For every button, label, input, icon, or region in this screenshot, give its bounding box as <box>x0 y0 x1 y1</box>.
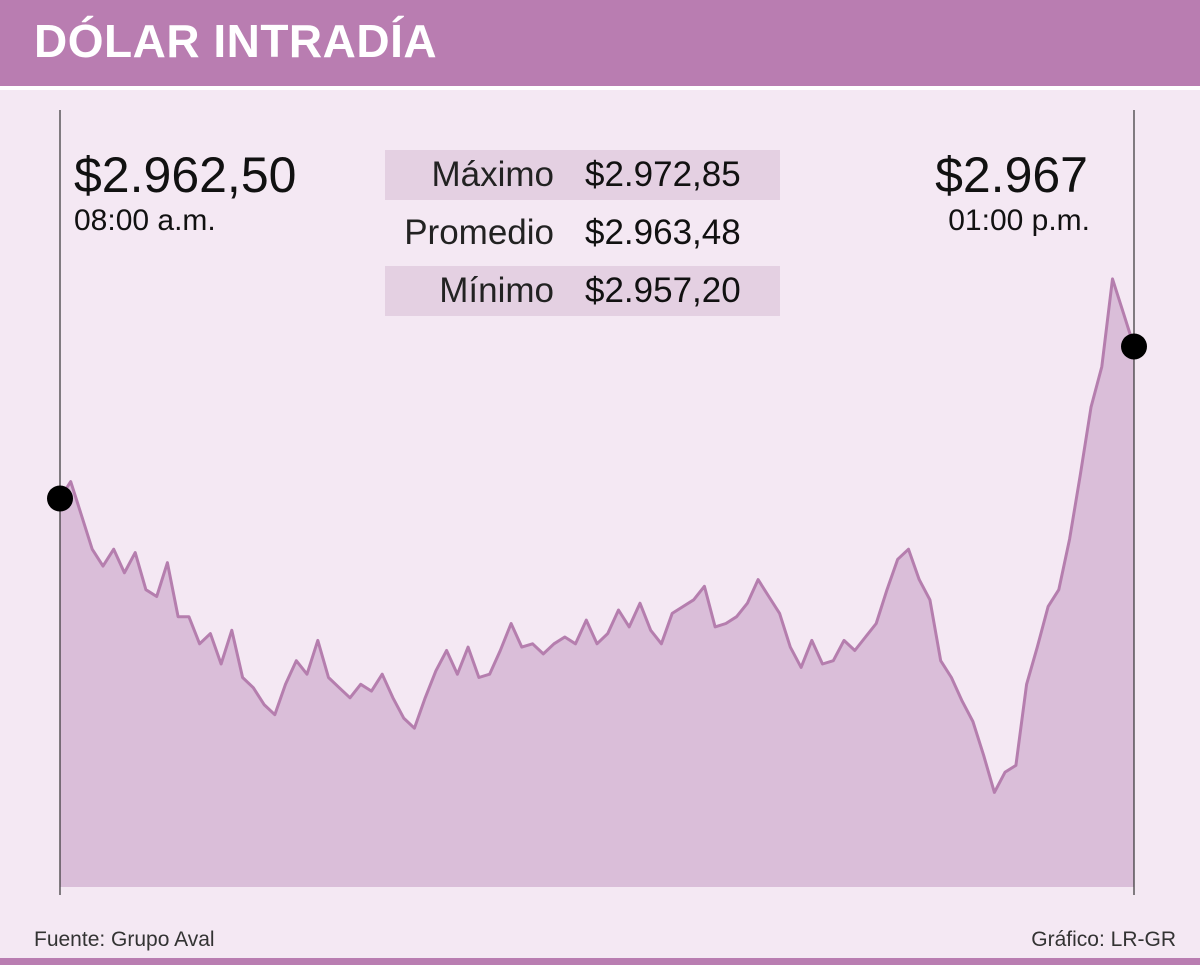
header-bar: DÓLAR INTRADÍA <box>0 0 1200 86</box>
stat-row-promedio: Promedio $2.963,48 <box>385 208 780 258</box>
chart-plot-area <box>47 110 1147 895</box>
stat-label: Mínimo <box>439 271 554 310</box>
stat-value: $2.972,85 <box>585 155 741 194</box>
opening-price-marker <box>47 485 73 512</box>
stat-row-maximo: Máximo $2.972,85 <box>385 150 780 200</box>
stat-value: $2.963,48 <box>585 213 741 252</box>
bottom-bar <box>0 958 1200 965</box>
graphic-credit: Gráfico: LR-GR <box>1031 928 1176 951</box>
stat-row-minimo: Mínimo $2.957,20 <box>385 266 780 316</box>
closing-time: 01:00 p.m. <box>948 204 1090 237</box>
stat-label: Máximo <box>431 155 554 194</box>
opening-price: $2.962,50 <box>74 147 297 203</box>
stat-label: Promedio <box>404 213 554 252</box>
header-divider <box>0 86 1200 90</box>
stats-table: Máximo $2.972,85 Promedio $2.963,48 Míni… <box>385 150 780 324</box>
series-line <box>58 277 1136 794</box>
series-area <box>60 278 1134 887</box>
closing-price: $2.967 <box>935 147 1088 203</box>
opening-time: 08:00 a.m. <box>74 204 216 237</box>
stat-value: $2.957,20 <box>585 271 741 310</box>
source-note: Fuente: Grupo Aval <box>34 928 215 951</box>
chart-title: DÓLAR INTRADÍA <box>34 15 438 67</box>
closing-price-marker <box>1121 333 1147 360</box>
